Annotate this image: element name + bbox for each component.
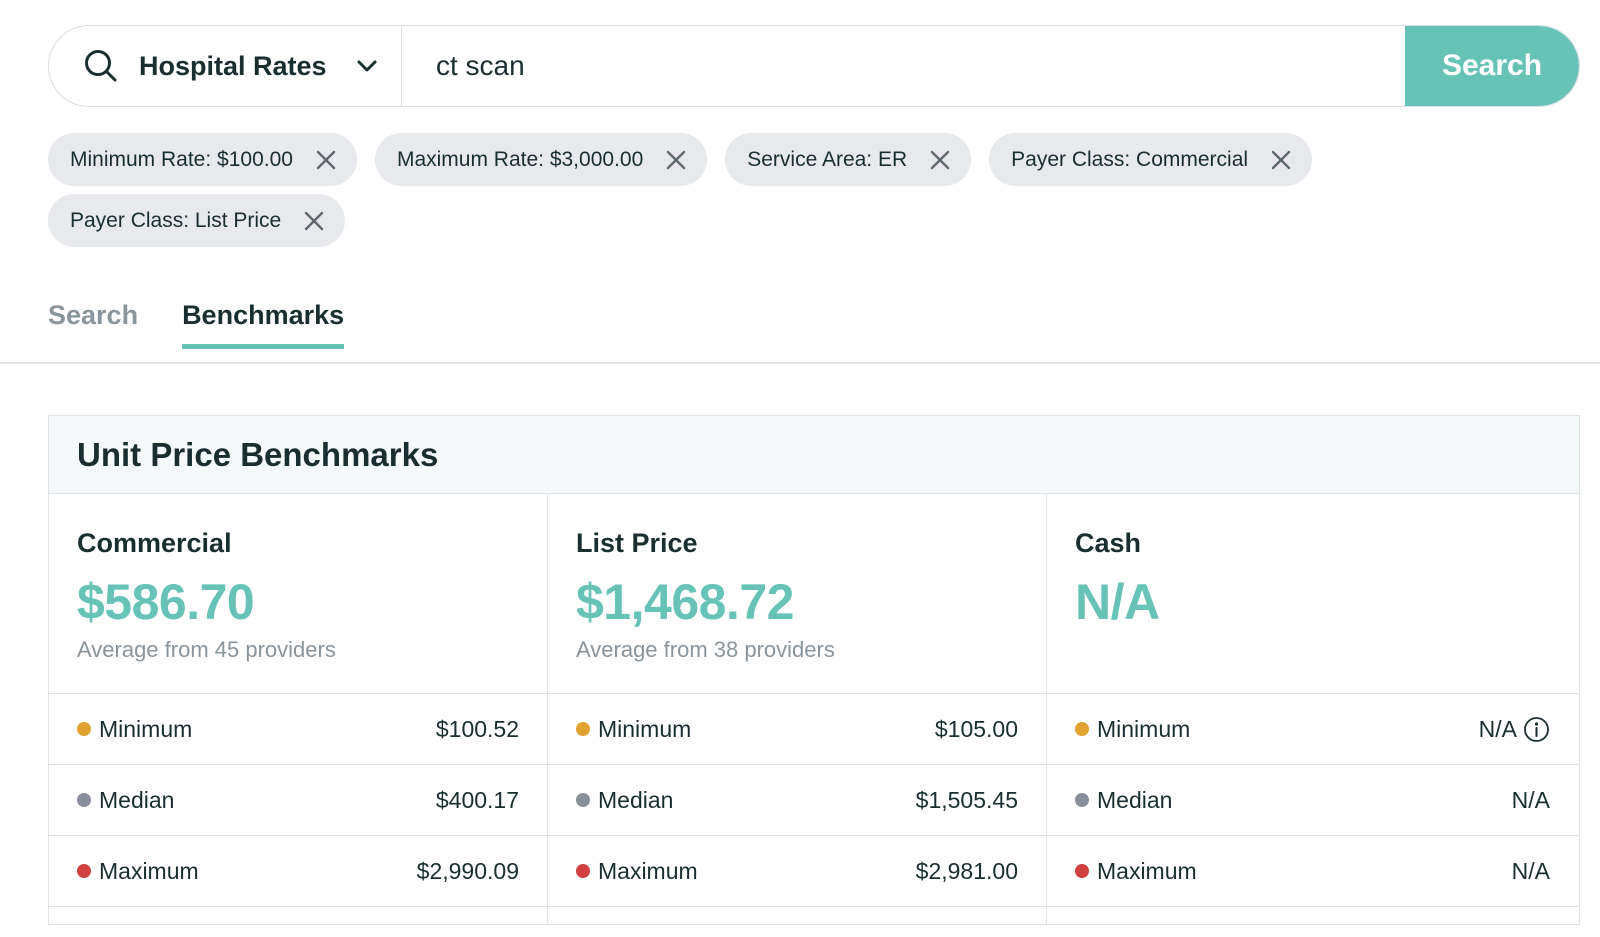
filter-chip-minimum-rate[interactable]: Minimum Rate: $100.00 [48, 133, 357, 186]
close-icon[interactable] [665, 149, 687, 171]
benchmark-column-list-price: List Price $1,468.72 Average from 38 pro… [548, 494, 1047, 924]
search-input[interactable] [402, 26, 1405, 106]
stat-value: N/A [1478, 715, 1517, 742]
stat-value: $400.17 [435, 786, 519, 813]
minimum-dot-icon [576, 722, 590, 736]
maximum-dot-icon [1075, 864, 1089, 878]
stat-row-maximum: Maximum N/A [1047, 836, 1578, 907]
tab-divider [0, 362, 1600, 364]
category-label: Hospital Rates [139, 50, 327, 81]
stat-value: $1,505.45 [915, 786, 1018, 813]
stat-row-median: Median N/A [1047, 765, 1578, 836]
benchmark-name: List Price [576, 528, 698, 558]
search-button[interactable]: Search [1405, 26, 1579, 106]
stat-row-minimum: Minimum $105.00 [548, 694, 1046, 765]
stat-value-with-info: N/A [1479, 716, 1550, 743]
chevron-down-icon [357, 60, 377, 72]
benchmark-column-commercial: Commercial $586.70 Average from 45 provi… [49, 494, 548, 924]
benchmark-name: Commercial [77, 528, 232, 558]
close-icon[interactable] [315, 149, 337, 171]
filter-chip-label: Minimum Rate: $100.00 [70, 147, 293, 171]
close-icon[interactable] [303, 210, 325, 232]
minimum-dot-icon [77, 722, 91, 736]
maximum-dot-icon [77, 864, 91, 878]
panel-header: Unit Price Benchmarks [49, 416, 1579, 494]
stat-value: $2,981.00 [915, 857, 1018, 884]
stat-label: Minimum [99, 715, 193, 742]
close-icon[interactable] [929, 149, 951, 171]
stat-row-minimum: Minimum $100.52 [49, 694, 547, 765]
stat-value: N/A [1511, 786, 1550, 813]
filter-chip-payer-class-list-price[interactable]: Payer Class: List Price [48, 194, 346, 247]
stat-row-median: Median $400.17 [49, 765, 547, 836]
stat-label: Median [598, 786, 674, 813]
benchmark-summary: List Price $1,468.72 Average from 38 pro… [548, 494, 1046, 694]
stat-label: Median [1097, 786, 1173, 813]
benchmark-columns: Commercial $586.70 Average from 45 provi… [49, 494, 1579, 924]
filter-chip-label: Service Area: ER [747, 147, 908, 171]
filter-chip-label: Payer Class: Commercial [1011, 147, 1249, 171]
search-icon [85, 50, 117, 82]
tab-benchmarks[interactable]: Benchmarks [182, 300, 345, 349]
benchmark-average: $586.70 [77, 574, 255, 630]
filter-chip-label: Payer Class: List Price [70, 208, 282, 232]
benchmark-average: $1,468.72 [576, 574, 794, 630]
close-icon[interactable] [1270, 149, 1292, 171]
tab-bar: Search Benchmarks [48, 300, 345, 349]
stat-value: N/A [1511, 857, 1550, 884]
filter-chip-service-area[interactable]: Service Area: ER [725, 133, 972, 186]
benchmarks-panel: Unit Price Benchmarks Commercial $586.70… [48, 415, 1580, 925]
panel-title: Unit Price Benchmarks [77, 435, 439, 473]
benchmark-subtitle: Average from 38 providers [576, 637, 835, 662]
stat-label: Minimum [1097, 715, 1191, 742]
stat-label: Maximum [598, 857, 698, 884]
benchmark-summary: Cash N/A [1047, 494, 1578, 694]
tab-search[interactable]: Search [48, 300, 139, 330]
median-dot-icon [576, 793, 590, 807]
maximum-dot-icon [576, 864, 590, 878]
filter-chip-maximum-rate[interactable]: Maximum Rate: $3,000.00 [374, 133, 708, 186]
benchmark-subtitle: Average from 45 providers [77, 637, 336, 662]
category-dropdown[interactable]: Hospital Rates [49, 26, 402, 106]
benchmark-column-cash: Cash N/A Minimum N/A Median [1047, 494, 1578, 924]
stat-row-median: Median $1,505.45 [548, 765, 1046, 836]
benchmark-name: Cash [1075, 528, 1142, 558]
benchmark-average: N/A [1075, 574, 1160, 630]
stat-label: Median [99, 786, 175, 813]
stat-row-maximum: Maximum $2,981.00 [548, 836, 1046, 907]
stat-row-minimum: Minimum N/A [1047, 694, 1578, 765]
benchmark-summary: Commercial $586.70 Average from 45 provi… [49, 494, 547, 694]
stat-value: $100.52 [435, 715, 519, 742]
info-icon[interactable] [1523, 716, 1550, 743]
filter-chip-label: Maximum Rate: $3,000.00 [396, 147, 644, 171]
stat-value: $2,990.09 [416, 857, 519, 884]
stat-label: Maximum [1097, 857, 1197, 884]
filter-chips: Minimum Rate: $100.00 Maximum Rate: $3,0… [48, 133, 1408, 247]
stat-label: Maximum [99, 857, 199, 884]
stat-label: Minimum [598, 715, 692, 742]
median-dot-icon [1075, 793, 1089, 807]
search-bar: Hospital Rates Search [48, 25, 1580, 107]
median-dot-icon [77, 793, 91, 807]
stat-row-maximum: Maximum $2,990.09 [49, 836, 547, 907]
filter-chip-payer-class-commercial[interactable]: Payer Class: Commercial [989, 133, 1313, 186]
stat-value: $105.00 [934, 715, 1018, 742]
minimum-dot-icon [1075, 722, 1089, 736]
